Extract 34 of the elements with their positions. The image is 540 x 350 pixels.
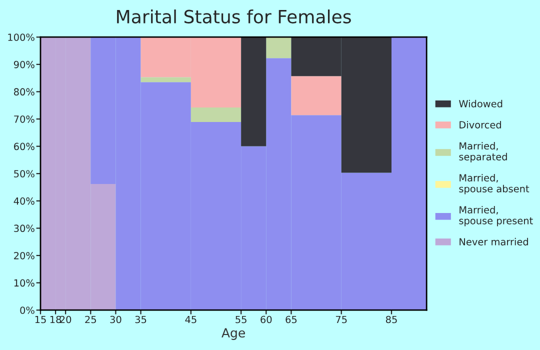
bar [190,108,242,122]
legend-label: Married, spouse absent [459,174,530,194]
y-tick-label: 80% [14,88,34,96]
y-tick-label: 10% [14,279,34,287]
legend-label: Divorced [460,120,501,128]
x-tick-label: 60 [260,316,272,324]
x-tick-label: 75 [336,316,347,324]
x-tick-label: 25 [85,316,96,324]
legend-label: Married, separated [459,142,507,162]
chart-title: Marital Status for Females [117,9,351,24]
legend-label: Never married [460,238,528,246]
y-tick-label: 100% [8,34,34,41]
x-tick-label: 20 [60,316,72,324]
x-tick-label: 85 [386,316,397,324]
y-tick-label: 70% [14,115,34,123]
bar [140,77,191,82]
legend-label: Married, spouse present [459,206,533,226]
y-tick-label: 0% [20,306,34,314]
y-tick-label: 90% [14,60,34,68]
y-tick-label: 40% [14,197,34,205]
x-tick-label: 55 [236,316,246,324]
x-tick-label: 65 [286,316,297,324]
x-tick-label: 18 [50,316,62,324]
y-tick-label: 20% [14,252,34,260]
x-tick-label: 30 [110,316,122,324]
y-tick-label: 30% [14,224,34,232]
x-tick-label: 15 [35,316,46,324]
legend-label: Widowed [459,100,502,108]
y-tick-label: 60% [14,142,34,150]
bar [291,76,342,116]
x-tick-label: 35 [135,316,146,324]
x-axis-title: Age [222,328,245,340]
y-tick-label: 50% [14,170,34,178]
x-tick-label: 45 [185,316,196,324]
